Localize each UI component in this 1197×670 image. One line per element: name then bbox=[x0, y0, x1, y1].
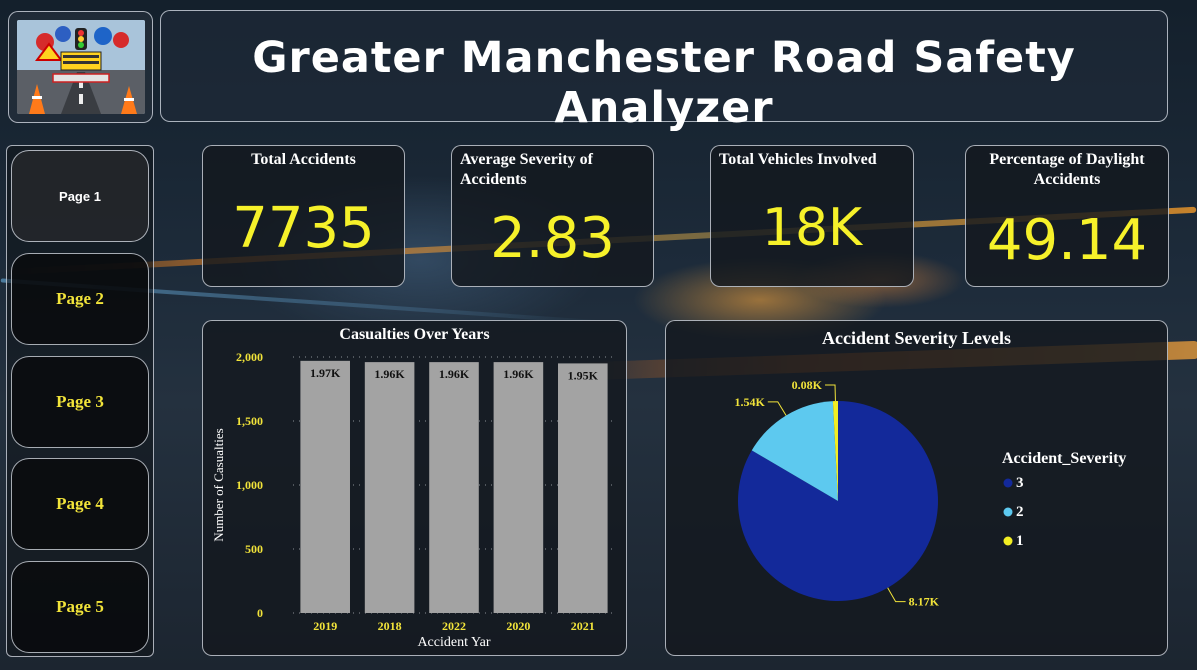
y-tick-label: 500 bbox=[245, 542, 263, 556]
bar bbox=[429, 362, 479, 613]
kpi-value: 7735 bbox=[232, 196, 375, 261]
x-tick-label: 2019 bbox=[313, 619, 337, 633]
kpi-card-average-severity: Average Severity of Accidents 2.83 bbox=[451, 145, 654, 287]
x-axis-label: Accident Yar bbox=[417, 635, 490, 650]
logo-panel bbox=[8, 11, 153, 123]
pie-slice bbox=[751, 401, 838, 501]
bar bbox=[300, 360, 350, 613]
bar-data-label: 1.97K bbox=[310, 366, 341, 380]
nav-page-2-button[interactable]: Page 2 bbox=[11, 253, 149, 345]
kpi-value: 49.14 bbox=[986, 208, 1148, 273]
nav-page-1-button[interactable]: Page 1 bbox=[11, 150, 149, 242]
bar bbox=[558, 363, 608, 613]
y-tick-label: 1,500 bbox=[236, 414, 263, 428]
bar bbox=[364, 362, 415, 613]
nav-page-3-label: Page 3 bbox=[56, 392, 104, 411]
legend-label: 1 bbox=[1016, 533, 1024, 549]
kpi-title: Total Accidents bbox=[251, 151, 356, 168]
bar-data-label: 1.96K bbox=[439, 367, 470, 381]
kpi-title: Average Severity of Accidents bbox=[460, 151, 593, 188]
kpi-value: 2.83 bbox=[490, 206, 615, 271]
pie-leader-line bbox=[825, 384, 836, 402]
bar-chart-title: Casualties Over Years bbox=[339, 326, 490, 343]
nav-page-1-label: Page 1 bbox=[59, 188, 101, 204]
legend-swatch bbox=[1003, 536, 1013, 546]
pie-data-label: 0.08K bbox=[792, 378, 823, 392]
bar bbox=[493, 362, 544, 613]
y-axis-label: Number of Casualties bbox=[211, 428, 226, 541]
nav-page-4-button[interactable]: Page 4 bbox=[11, 458, 149, 550]
nav-page-5-label: Page 5 bbox=[56, 597, 104, 616]
y-tick-label: 0 bbox=[257, 606, 263, 620]
bar-data-label: 1.96K bbox=[503, 367, 534, 381]
road-safety-logo bbox=[17, 20, 145, 114]
pie-chart-title: Accident Severity Levels bbox=[822, 328, 1011, 348]
x-tick-label: 2021 bbox=[571, 619, 595, 633]
title-banner: Greater Manchester Road Safety Analyzer bbox=[160, 10, 1168, 133]
kpi-title: Percentage of Daylight Accidents bbox=[989, 151, 1145, 188]
pie-chart: 8.17K 1.54K 0.08K Accident_Severity 3 2 1 bbox=[734, 378, 1126, 609]
legend-title: Accident_Severity bbox=[1002, 450, 1126, 467]
x-tick-label: 2022 bbox=[442, 619, 466, 633]
nav-page-4-label: Page 4 bbox=[56, 494, 104, 513]
pie-leader-line bbox=[767, 401, 787, 416]
kpi-card-total-accidents: Total Accidents 7735 bbox=[202, 145, 405, 287]
kpi-card-total-vehicles: Total Vehicles Involved 18K bbox=[710, 145, 914, 287]
pie-slice bbox=[832, 401, 838, 501]
pie-data-label: 8.17K bbox=[909, 595, 940, 609]
y-tick-label: 2,000 bbox=[236, 350, 263, 364]
x-tick-label: 2018 bbox=[378, 619, 402, 633]
legend-swatch bbox=[1003, 507, 1013, 517]
kpi-card-daylight-percentage: Percentage of Daylight Accidents 49.14 bbox=[965, 145, 1169, 287]
legend-label: 2 bbox=[1016, 504, 1024, 520]
bar-data-label: 1.95K bbox=[568, 368, 599, 382]
page-navigation: Page 1 Page 2 Page 3 Page 4 Page 5 bbox=[6, 145, 154, 657]
nav-page-2-label: Page 2 bbox=[56, 289, 104, 308]
legend-label: 3 bbox=[1016, 475, 1024, 491]
page-title: Greater Manchester Road Safety Analyzer bbox=[252, 33, 1076, 133]
nav-page-3-button[interactable]: Page 3 bbox=[11, 356, 149, 448]
severity-pie-chart-panel: Accident Severity Levels 8.17K 1.54K 0.08K… bbox=[665, 320, 1168, 656]
pie-leader-line bbox=[887, 587, 906, 603]
y-tick-label: 1,000 bbox=[236, 478, 263, 492]
legend-swatch bbox=[1003, 478, 1013, 488]
x-tick-label: 2020 bbox=[506, 619, 530, 633]
kpi-value: 18K bbox=[761, 198, 863, 258]
kpi-title: Total Vehicles Involved bbox=[719, 151, 877, 168]
bar-data-label: 1.96K bbox=[374, 367, 405, 381]
pie-data-label: 1.54K bbox=[734, 395, 765, 409]
bar-chart: 0 500 1,000 1,500 2,000 1.97K 2019 1.96K 2018 1.9… bbox=[211, 350, 615, 650]
nav-page-5-button[interactable]: Page 5 bbox=[11, 561, 149, 653]
casualties-bar-chart-panel: Casualties Over Years 0 500 1,000 1,500 2,00… bbox=[202, 320, 627, 656]
